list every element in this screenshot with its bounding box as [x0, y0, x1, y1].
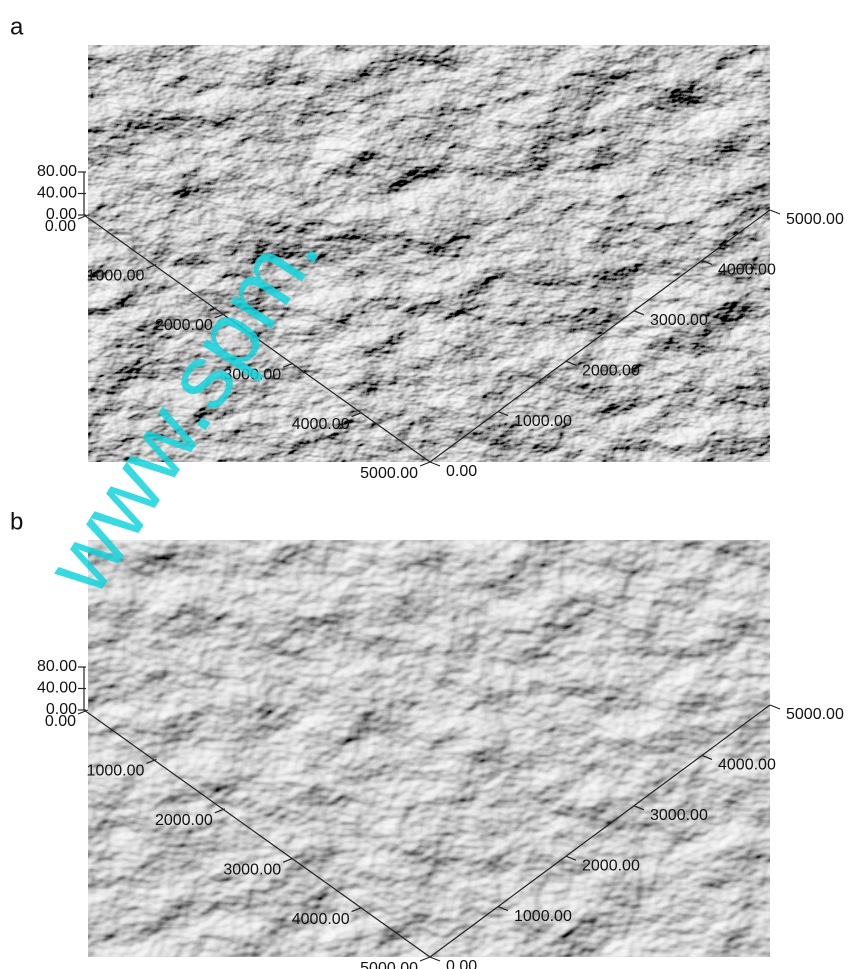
right-tick-label: 5000.00: [786, 211, 844, 228]
left-tick-label: 4000.00: [292, 911, 350, 928]
right-tick-label: 2000.00: [582, 362, 640, 379]
tick: [770, 705, 780, 709]
tick: [498, 412, 508, 416]
tick: [770, 210, 780, 214]
tick: [215, 809, 225, 813]
right-tick-label: 1000.00: [514, 908, 572, 925]
z-tick-label: 40.00: [37, 185, 77, 202]
tick: [283, 858, 293, 862]
tick: [420, 462, 430, 466]
left-tick-label: 5000.00: [360, 960, 418, 969]
tick: [420, 957, 430, 961]
tick: [566, 856, 576, 860]
panel: b 80.00 40.00 0.00 0.00 1000.00 2000.00 3000.00…: [10, 508, 844, 969]
right-tick-label: 5000.00: [786, 706, 844, 723]
panel-label: a: [10, 13, 24, 40]
z-tick-label: 80.00: [37, 658, 77, 675]
tick: [352, 413, 362, 417]
tick: [702, 260, 712, 264]
right-tick-label: 1000.00: [514, 413, 572, 430]
left-tick-label: 2000.00: [155, 812, 213, 829]
left-tick-label: 3000.00: [223, 861, 281, 878]
tick: [146, 759, 156, 763]
left-tick-label: 4000.00: [292, 416, 350, 433]
tick: [634, 311, 644, 315]
figure: a 80.00 40.00 0.00 0.00 1000.00 2000.00 3000.00…: [0, 0, 861, 969]
tick: [498, 907, 508, 911]
right-tick-label: 0.00: [446, 958, 477, 969]
left-tick-label: 0.00: [45, 218, 76, 235]
tick: [430, 462, 440, 466]
z-tick-label: 80.00: [37, 163, 77, 180]
tick: [702, 755, 712, 759]
tick: [146, 264, 156, 268]
z-tick-label: 40.00: [37, 680, 77, 697]
left-tick-label: 0.00: [45, 713, 76, 730]
left-tick-label: 1000.00: [87, 763, 145, 780]
tick: [566, 361, 576, 365]
right-tick-label: 3000.00: [650, 807, 708, 824]
left-tick-label: 5000.00: [360, 465, 418, 482]
tick: [634, 806, 644, 810]
tick: [352, 908, 362, 912]
right-tick-label: 3000.00: [650, 312, 708, 329]
left-tick-label: 1000.00: [87, 268, 145, 285]
tick: [283, 363, 293, 367]
right-tick-label: 4000.00: [718, 262, 776, 279]
right-tick-label: 4000.00: [718, 757, 776, 774]
panel-label: b: [10, 508, 23, 535]
right-tick-label: 2000.00: [582, 857, 640, 874]
tick: [430, 957, 440, 961]
right-tick-label: 0.00: [446, 463, 477, 480]
surface: [88, 540, 770, 957]
